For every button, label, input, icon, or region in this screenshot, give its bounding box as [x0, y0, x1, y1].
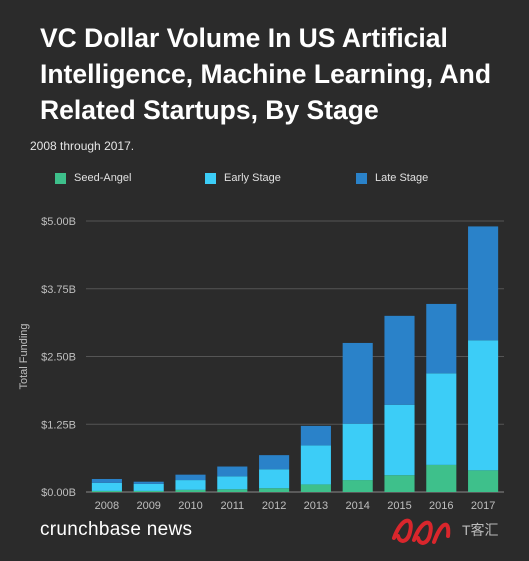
bar-seed-angel-2016 — [426, 464, 457, 492]
x-tick-label: 2013 — [304, 500, 328, 512]
x-tick-label: 2016 — [429, 500, 453, 512]
legend-label-late-stage: Late Stage — [375, 172, 429, 184]
bar-late-stage-2011 — [217, 466, 248, 477]
x-tick-label: 2012 — [262, 500, 286, 512]
bar-late-stage-2015 — [384, 315, 415, 405]
x-tick-label: 2008 — [95, 500, 119, 512]
bar-late-stage-2008 — [91, 478, 122, 483]
bar-seed-angel-2012 — [259, 488, 290, 492]
legend-item-seed-angel: Seed-Angel — [55, 172, 132, 184]
bar-early-stage-2013 — [300, 445, 331, 485]
bar-seed-angel-2015 — [384, 475, 415, 492]
bar-late-stage-2016 — [426, 303, 457, 374]
chart-title: VC Dollar Volume In US Artificial Intell… — [40, 23, 492, 125]
bar-late-stage-2014 — [342, 342, 373, 424]
chart-subtitle: 2008 through 2017. — [30, 139, 135, 153]
bar-seed-angel-2013 — [300, 484, 331, 492]
legend-item-late-stage: Late Stage — [356, 172, 428, 184]
y-axis-label: Total Funding — [18, 323, 30, 389]
bar-seed-angel-2010 — [175, 489, 206, 492]
x-tick-label: 2009 — [136, 500, 160, 512]
chart-legend: Seed-Angel Early Stage Late Stage — [0, 172, 529, 188]
y-tick-label: $3.75B — [41, 284, 76, 296]
y-tick-label: $2.50B — [41, 352, 76, 364]
bar-late-stage-2017 — [468, 226, 499, 341]
bar-seed-angel-2011 — [217, 489, 248, 492]
bar-early-stage-2010 — [175, 480, 206, 490]
legend-swatch-late-stage — [356, 172, 367, 184]
y-tick-label: $1.25B — [41, 419, 76, 431]
x-tick-label: 2017 — [471, 500, 495, 512]
x-tick-label: 2010 — [178, 500, 202, 512]
bar-seed-angel-2014 — [342, 480, 373, 492]
bar-early-stage-2016 — [426, 373, 457, 465]
bar-early-stage-2017 — [468, 340, 499, 471]
y-tick-label: $0.00B — [41, 487, 76, 499]
bar-seed-angel-2008 — [91, 490, 122, 492]
legend-item-early-stage: Early Stage — [205, 172, 281, 184]
bar-early-stage-2015 — [384, 404, 415, 476]
bar-seed-angel-2009 — [133, 490, 164, 492]
bar-late-stage-2010 — [175, 474, 206, 481]
x-tick-label: 2015 — [387, 500, 411, 512]
legend-label-early-stage: Early Stage — [224, 172, 281, 184]
legend-label-seed-angel: Seed-Angel — [74, 172, 132, 184]
legend-swatch-early-stage — [205, 172, 216, 184]
bar-late-stage-2012 — [259, 455, 290, 470]
watermark-text: T客汇 — [462, 522, 499, 538]
bar-early-stage-2009 — [133, 483, 164, 491]
bar-late-stage-2013 — [300, 425, 331, 446]
y-tick-label: $5.00B — [41, 216, 76, 228]
crunchbase-news-logo: crunchbase news — [40, 519, 193, 540]
bar-late-stage-2009 — [133, 481, 164, 484]
watermark-logo-icon — [392, 518, 451, 545]
bar-early-stage-2012 — [259, 469, 290, 489]
bar-early-stage-2014 — [342, 423, 373, 481]
bar-early-stage-2008 — [91, 482, 122, 491]
bar-seed-angel-2017 — [468, 470, 499, 492]
x-tick-label: 2011 — [220, 500, 244, 512]
legend-swatch-seed-angel — [55, 172, 66, 184]
bar-early-stage-2011 — [217, 476, 248, 490]
x-tick-label: 2014 — [345, 500, 369, 512]
